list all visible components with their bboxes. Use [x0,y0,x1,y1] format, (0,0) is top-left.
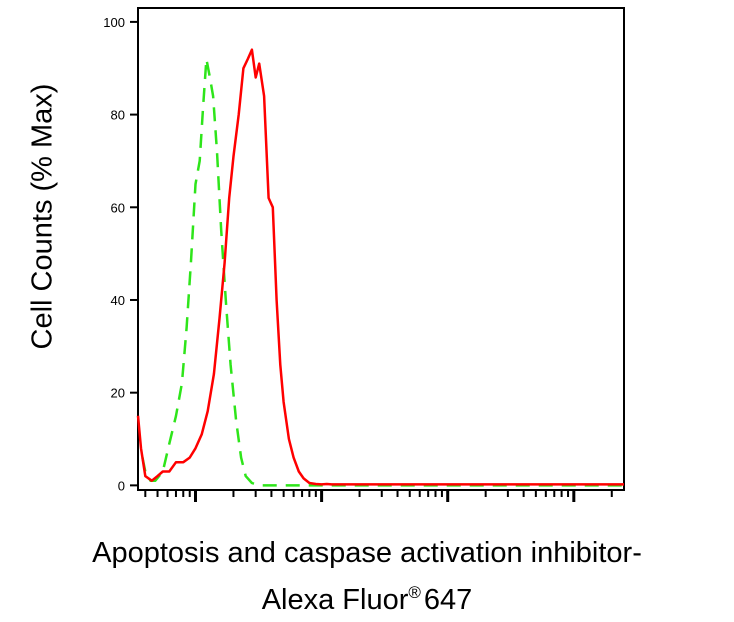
y-tick-label: 60 [111,200,125,215]
y-axis: 0 20 40 60 80 100 [103,15,138,493]
series-layer [136,48,624,487]
series-line-1 [141,57,624,487]
x-axis-title-line2: Alexa Fluor® 647 [0,576,734,617]
x-axis-title-number: 647 [423,584,473,616]
x-axis-title-fluor: Alexa Fluor [261,584,409,616]
y-tick-label: 100 [103,15,125,30]
y-tick-label: 40 [111,293,125,308]
y-tick-label: 80 [111,108,125,123]
y-axis-title: Cell Counts (% Max) [26,83,59,349]
x-axis-title-line1: Apoptosis and caspase activation inhibit… [92,537,642,569]
plot-frame [137,7,625,491]
series-line-2 [136,48,624,486]
y-axis-title-box: Cell Counts (% Max) [18,36,68,396]
y-tick-label: 0 [118,478,125,493]
x-axis [144,490,613,502]
registered-mark: ® [408,583,421,602]
y-tick-label: 20 [111,386,125,401]
